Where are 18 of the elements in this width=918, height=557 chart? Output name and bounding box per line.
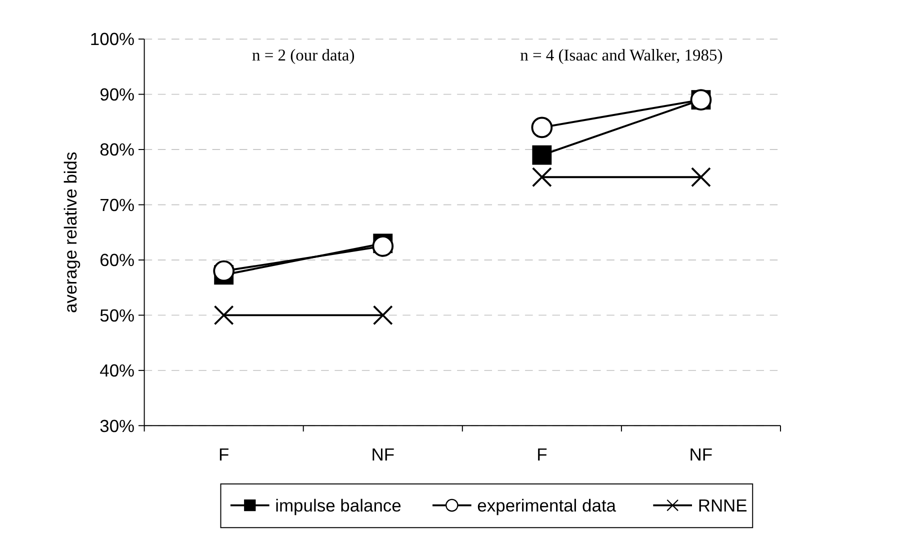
x-tick-label: F bbox=[536, 444, 548, 465]
x-tick-label: NF bbox=[371, 444, 395, 465]
x-tick-label: F bbox=[218, 444, 230, 465]
y-tick-label: 80% bbox=[100, 140, 135, 160]
y-tick-label: 90% bbox=[100, 84, 135, 104]
x-tick-label: NF bbox=[689, 444, 713, 465]
y-tick-label: 100% bbox=[90, 29, 135, 50]
y-tick-label: 30% bbox=[100, 416, 135, 436]
y-tick-label: 70% bbox=[100, 194, 135, 215]
y-axis-title: average relative bids bbox=[60, 152, 80, 313]
legend-label: experimental data bbox=[477, 495, 616, 516]
y-tick-label: 40% bbox=[100, 360, 135, 381]
y-tick-label: 50% bbox=[100, 305, 135, 326]
y-tick-label: 60% bbox=[100, 250, 135, 270]
legend-label: impulse balance bbox=[275, 495, 402, 516]
annotation: n = 4 (Isaac and Walker, 1985) bbox=[520, 45, 723, 64]
legend-label: RNNE bbox=[698, 495, 748, 516]
annotation: n = 2 (our data) bbox=[252, 45, 355, 64]
